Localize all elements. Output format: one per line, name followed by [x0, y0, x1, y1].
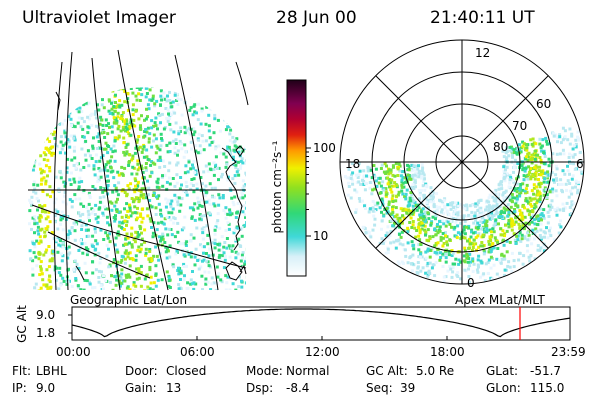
glon-label: GLon:	[486, 381, 521, 395]
left-panel-caption: Geographic Lat/Lon	[70, 293, 188, 307]
dsp-label: Dsp:	[246, 381, 274, 395]
coastline	[55, 91, 247, 281]
orbit-xtick-0600: 06:00	[180, 345, 215, 359]
altitude-curve	[71, 308, 571, 338]
orbit-plot	[68, 306, 571, 341]
colorbar-tick-10: 10	[313, 229, 329, 243]
door-value: Closed	[166, 364, 207, 378]
glat-label: GLat:	[486, 364, 519, 378]
orbit-ytick-top: 9.0	[36, 308, 56, 322]
orbit-xtick-0000: 00:00	[56, 345, 91, 359]
mlt-label-18: 18	[345, 157, 361, 171]
gcalt-value: 5.0 Re	[416, 364, 455, 378]
seq-label: Seq:	[366, 381, 393, 395]
time-label: 21:40:11 UT	[430, 8, 535, 28]
mlt-label-0: 0	[467, 276, 475, 290]
mlt-label-6: 6	[576, 157, 584, 171]
colorbar	[286, 79, 311, 277]
orbit-ytick-bottom: 1.8	[36, 326, 56, 340]
ip-value: 9.0	[36, 381, 56, 395]
ip-label: IP:	[12, 381, 27, 395]
gcalt-label: GC Alt:	[366, 364, 408, 378]
orbit-xtick-2359: 23:59	[551, 345, 586, 359]
polar-panel-caption: Apex MLat/MLT	[455, 293, 545, 307]
polar-plot	[339, 39, 585, 285]
instrument-title: Ultraviolet Imager	[22, 8, 176, 28]
mlt-label-12: 12	[475, 46, 491, 60]
gain-label: Gain:	[125, 381, 157, 395]
lat-label-80: 80	[493, 140, 509, 154]
dsp-value: -8.4	[286, 381, 310, 395]
mode-label: Mode:	[246, 364, 283, 378]
door-label: Door:	[125, 364, 158, 378]
mode-value: Normal	[286, 364, 330, 378]
gain-value: 13	[166, 381, 182, 395]
seq-value: 39	[400, 381, 416, 395]
flt-value: LBHL	[36, 364, 67, 378]
geographic-image	[28, 49, 249, 291]
colorbar-unit-label: photon cm⁻²s⁻¹	[270, 140, 284, 234]
lat-label-60: 60	[536, 97, 552, 111]
date-label: 28 Jun 00	[276, 8, 357, 28]
colorbar-tick-100: 100	[313, 141, 336, 155]
glon-value: 115.0	[530, 381, 565, 395]
lat-label-70: 70	[512, 119, 528, 133]
flt-label: Flt:	[12, 364, 31, 378]
orbit-xtick-1800: 18:00	[430, 345, 465, 359]
orbit-xtick-1200: 12:00	[305, 345, 340, 359]
orbit-ylabel: GC Alt	[15, 305, 29, 343]
glat-value: -51.7	[530, 364, 562, 378]
